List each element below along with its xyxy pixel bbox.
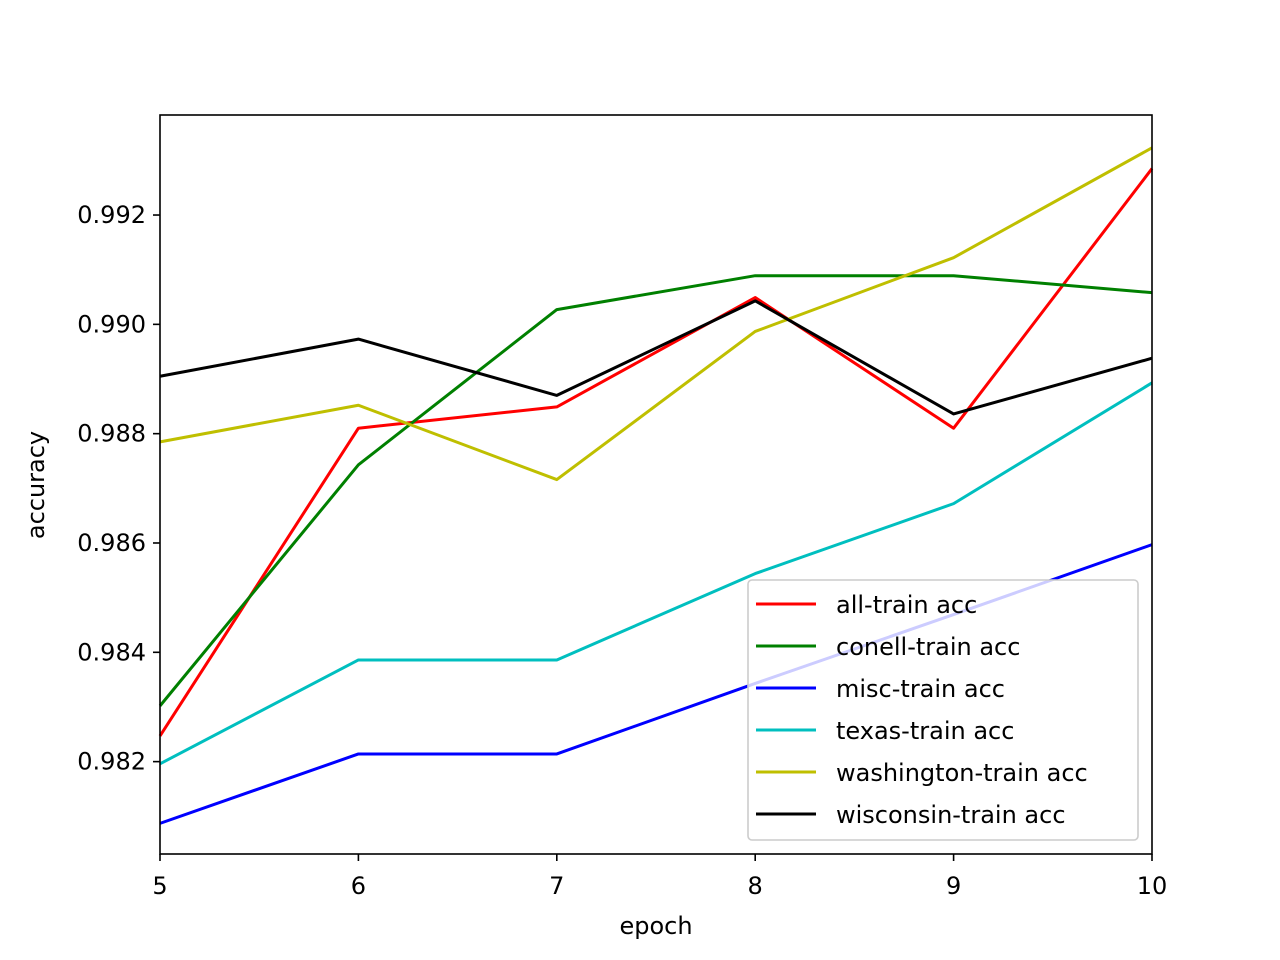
series-line-conell-train-acc bbox=[158, 274, 1153, 707]
legend-label-conell-train-acc: conell-train acc bbox=[836, 633, 1020, 661]
series-line-all-train-acc bbox=[158, 167, 1154, 737]
series-line-washington-train-acc bbox=[159, 146, 1153, 482]
y-tick-label: 0.982 bbox=[77, 748, 146, 776]
series-line-wisconsin-train-acc bbox=[159, 299, 1153, 416]
y-tick-label: 0.984 bbox=[77, 638, 146, 666]
y-tick-label: 0.988 bbox=[77, 420, 146, 448]
series-layer bbox=[158, 146, 1154, 825]
x-tick-label: 7 bbox=[549, 872, 564, 900]
y-tick-label: 0.986 bbox=[77, 529, 146, 557]
x-tick-label: 6 bbox=[351, 872, 366, 900]
plot-frame bbox=[159, 114, 1153, 855]
legend-box bbox=[747, 579, 1139, 841]
legend-label-misc-train-acc: misc-train acc bbox=[836, 675, 1005, 703]
y-axis-label: accuracy bbox=[22, 431, 50, 539]
legend-label-wisconsin-train-acc: wisconsin-train acc bbox=[836, 801, 1066, 829]
x-tick-label: 8 bbox=[748, 872, 763, 900]
legend-label-all-train-acc: all-train acc bbox=[836, 591, 977, 619]
y-tick-label: 0.990 bbox=[77, 310, 146, 338]
series-line-texas-train-acc bbox=[159, 381, 1153, 766]
legend-label-texas-train-acc: texas-train acc bbox=[836, 717, 1014, 745]
x-tick-label: 9 bbox=[946, 872, 961, 900]
x-tick-label: 5 bbox=[152, 872, 167, 900]
x-axis-ticks: 5 6 7 8 9 10 bbox=[152, 854, 1167, 900]
legend: all-train acc conell-train acc misc-train … bbox=[747, 579, 1139, 841]
legend-label-washington-train-acc: washington-train acc bbox=[836, 759, 1088, 787]
x-axis-label: epoch bbox=[619, 912, 692, 940]
x-tick-label: 10 bbox=[1137, 872, 1168, 900]
y-tick-label: 0.992 bbox=[77, 201, 146, 229]
y-axis-ticks: 0.982 0.984 0.986 0.988 0.990 0.992 bbox=[77, 201, 160, 776]
